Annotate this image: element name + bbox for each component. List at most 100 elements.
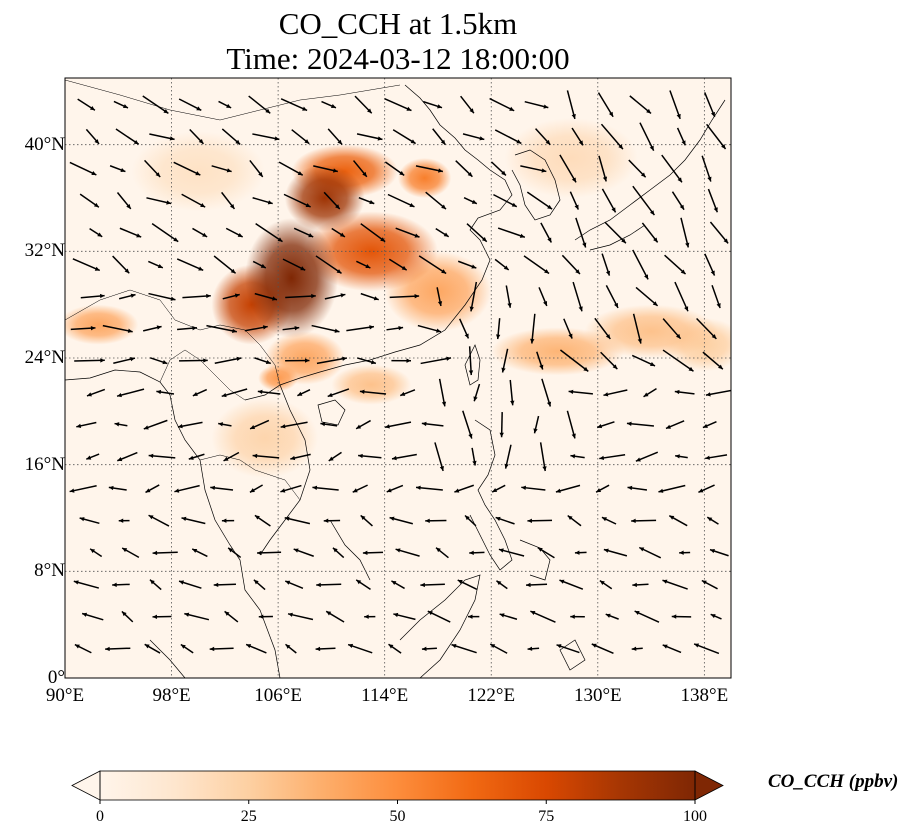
wind-arrow-head [440, 139, 446, 145]
concentration-patch [284, 164, 365, 232]
wind-arrow-head [701, 580, 707, 585]
wind-arrow-head [499, 613, 505, 618]
wind-arrow-head [253, 579, 259, 585]
concentration-patch [65, 304, 139, 345]
wind-arrow [632, 249, 649, 280]
wind-arrow-head [443, 232, 449, 237]
wind-arrow-head [530, 338, 535, 344]
wind-arrow [384, 98, 412, 112]
wind-arrow-head [157, 264, 163, 269]
wind-arrow-head [367, 108, 372, 114]
wind-arrow-head [716, 303, 721, 309]
wind-arrow-head [451, 643, 457, 649]
lat-tick-label: 40°N [24, 133, 65, 155]
wind-arrow-head [640, 172, 646, 178]
wind-arrow-head [527, 518, 532, 524]
wind-arrow-head [391, 455, 397, 461]
wind-arrow-head [427, 611, 433, 616]
wind-vectors [69, 90, 731, 655]
wind-arrow-head [105, 646, 110, 652]
wind-arrow-head [677, 177, 682, 183]
wind-arrow-head [155, 172, 161, 177]
lon-tick-label: 138°E [680, 685, 729, 706]
wind-arrow [418, 255, 447, 275]
wind-arrow [575, 217, 587, 248]
wind-arrow-head [644, 274, 649, 280]
wind-arrow-head [639, 547, 645, 552]
wind-arrow-head [710, 270, 715, 276]
wind-arrow-head [127, 328, 133, 333]
wind-arrow-head [114, 422, 120, 427]
wind-arrow [526, 191, 553, 210]
wind-arrow-head [223, 456, 229, 461]
wind-arrow [248, 95, 271, 114]
wind-arrow-head [391, 580, 397, 586]
wind-arrow-head [635, 457, 641, 462]
wind-arrow [531, 313, 536, 344]
wind-arrow-head [425, 518, 430, 523]
wind-arrow-head [421, 646, 427, 652]
wind-arrow-head [479, 136, 485, 141]
wind-arrow-head [602, 176, 608, 182]
wind-arrow-head [469, 306, 474, 312]
wind-arrow-head [210, 485, 216, 491]
wind-arrow-head [315, 646, 321, 652]
wind-arrow-head [671, 614, 677, 619]
lon-tick-label: 122°E [467, 685, 516, 706]
wind-arrow-head [582, 242, 587, 248]
wind-arrow-head [544, 269, 550, 274]
wind-arrow-head [149, 579, 155, 585]
colorbar-tick-label: 25 [240, 808, 257, 825]
wind-arrow [283, 193, 311, 208]
wind-arrow-head [359, 389, 365, 394]
wind-arrow-head [481, 237, 487, 242]
wind-arrow [468, 346, 473, 376]
wind-arrow-head [530, 610, 536, 615]
wind-arrow-head [611, 207, 616, 213]
wind-arrow [311, 324, 340, 333]
wind-arrow-head [702, 423, 708, 428]
wind-arrow-head [675, 333, 681, 339]
lat-tick-label: 24°N [24, 347, 65, 368]
wind-arrow-head [603, 548, 609, 553]
wind-arrow-head [618, 144, 623, 150]
wind-arrow-head [112, 582, 117, 587]
wind-arrow-head [601, 517, 607, 522]
wind-arrow-head [308, 233, 314, 238]
wind-arrow-head [356, 579, 362, 585]
wind-arrow [706, 123, 727, 150]
colorbar [71, 770, 724, 804]
wind-arrow-head [679, 550, 684, 555]
wind-arrow-head [457, 580, 463, 584]
wind-arrow-head [541, 168, 547, 173]
wind-arrow [572, 281, 583, 312]
wind-arrow-head [631, 518, 636, 524]
wind-arrow-head [653, 237, 658, 243]
wind-arrow [434, 442, 444, 472]
wind-arrow-head [471, 264, 477, 269]
wind-arrow-head [721, 144, 726, 150]
wind-arrow-head [526, 582, 531, 588]
wind-arrow [280, 421, 308, 428]
wind-arrow-head [545, 139, 551, 145]
wind-arrow-head [221, 392, 227, 398]
wind-arrow-head [86, 392, 92, 397]
wind-arrow-head [634, 610, 640, 615]
wind-arrow-head [501, 170, 506, 176]
wind-arrow-head [130, 293, 136, 298]
lat-tick-label: 16°N [24, 453, 65, 475]
wind-arrow-head [326, 611, 332, 616]
wind-arrow [420, 357, 452, 365]
wind-arrow-head [707, 517, 713, 522]
wind-arrow [102, 324, 133, 333]
map-time: Time: 2024-03-12 18:00:00 [226, 41, 570, 76]
wind-arrow-head [184, 612, 190, 617]
wind-arrow-head [556, 644, 562, 649]
wind-arrow-head [267, 200, 273, 205]
wind-arrow-head [192, 391, 198, 396]
wind-arrow-head [236, 356, 242, 362]
wind-arrow [559, 349, 589, 372]
wind-arrow-head [723, 238, 729, 244]
wind-arrow [674, 281, 689, 312]
